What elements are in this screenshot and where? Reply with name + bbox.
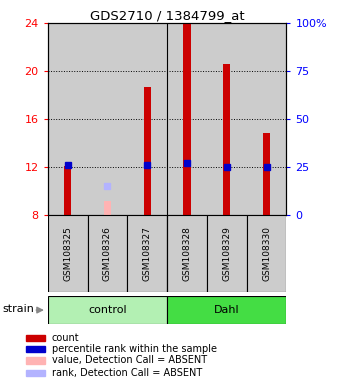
- Text: GSM108327: GSM108327: [143, 226, 152, 281]
- Bar: [48, 215, 88, 292]
- Bar: [183, 23, 191, 215]
- Text: GSM108326: GSM108326: [103, 226, 112, 281]
- Bar: [167, 23, 207, 215]
- Bar: [127, 215, 167, 292]
- Bar: [27, 346, 45, 352]
- Bar: [263, 134, 270, 215]
- Bar: [27, 358, 45, 364]
- Text: percentile rank within the sample: percentile rank within the sample: [51, 344, 217, 354]
- Text: count: count: [51, 333, 79, 343]
- Bar: [223, 64, 231, 215]
- Bar: [247, 23, 286, 215]
- Bar: [48, 296, 167, 324]
- Bar: [127, 23, 167, 215]
- Bar: [88, 215, 127, 292]
- Text: Dahl: Dahl: [214, 305, 240, 315]
- Text: rank, Detection Call = ABSENT: rank, Detection Call = ABSENT: [51, 368, 202, 378]
- Title: GDS2710 / 1384799_at: GDS2710 / 1384799_at: [90, 9, 244, 22]
- Bar: [48, 23, 88, 215]
- Bar: [144, 87, 151, 215]
- Text: GSM108328: GSM108328: [182, 226, 192, 281]
- Text: GSM108325: GSM108325: [63, 226, 72, 281]
- Bar: [207, 23, 247, 215]
- Text: strain: strain: [2, 304, 34, 314]
- Bar: [64, 166, 71, 215]
- Bar: [167, 215, 207, 292]
- Bar: [167, 296, 286, 324]
- Bar: [27, 334, 45, 341]
- Bar: [207, 215, 247, 292]
- Text: GSM108330: GSM108330: [262, 226, 271, 281]
- Bar: [27, 370, 45, 376]
- Bar: [104, 201, 111, 215]
- Bar: [88, 23, 127, 215]
- Text: value, Detection Call = ABSENT: value, Detection Call = ABSENT: [51, 356, 207, 366]
- Bar: [247, 215, 286, 292]
- Text: control: control: [88, 305, 127, 315]
- Text: GSM108329: GSM108329: [222, 226, 231, 281]
